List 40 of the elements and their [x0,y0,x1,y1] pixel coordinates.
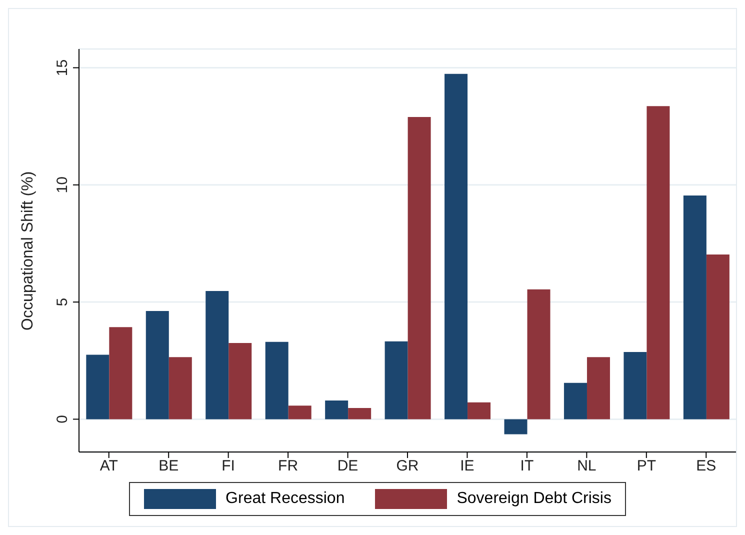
bar [228,343,252,420]
bar [384,341,408,420]
bar [325,400,348,420]
legend-label: Sovereign Debt Crisis [456,490,612,508]
x-tick-label: FI [222,458,235,475]
y-tick-label: 0 [54,415,71,424]
bar [468,402,491,420]
bar [586,357,610,420]
bar [265,342,288,420]
bar [624,352,647,420]
y-tick-label: 15 [54,59,71,76]
bar [109,327,132,420]
bar [683,195,706,420]
bar [564,382,587,420]
x-tick-label: IE [460,458,474,475]
legend-label: Great Recession [226,490,345,508]
y-axis-title: Occupational Shift (%) [20,171,37,330]
bar [206,291,229,420]
x-tick-label: IT [520,458,534,475]
bar [504,419,528,434]
x-tick-label: GR [396,458,419,475]
bar [86,354,110,420]
x-tick-label: FR [278,458,298,475]
x-tick-label: BE [158,458,179,475]
bar [168,357,192,420]
x-tick-label: ES [696,458,716,475]
x-tick-label: NL [577,458,596,475]
bar [146,310,169,420]
x-tick-label: AT [100,458,118,475]
bar [348,408,372,420]
bar [288,406,312,420]
x-tick-label: PT [636,458,656,475]
x-tick-label: DE [337,458,358,475]
bar [527,289,550,420]
bar [706,254,730,420]
y-tick-label: 10 [54,176,71,194]
bar [444,74,468,420]
bar [646,106,670,420]
y-tick-label: 5 [54,298,71,306]
bar [408,116,431,420]
